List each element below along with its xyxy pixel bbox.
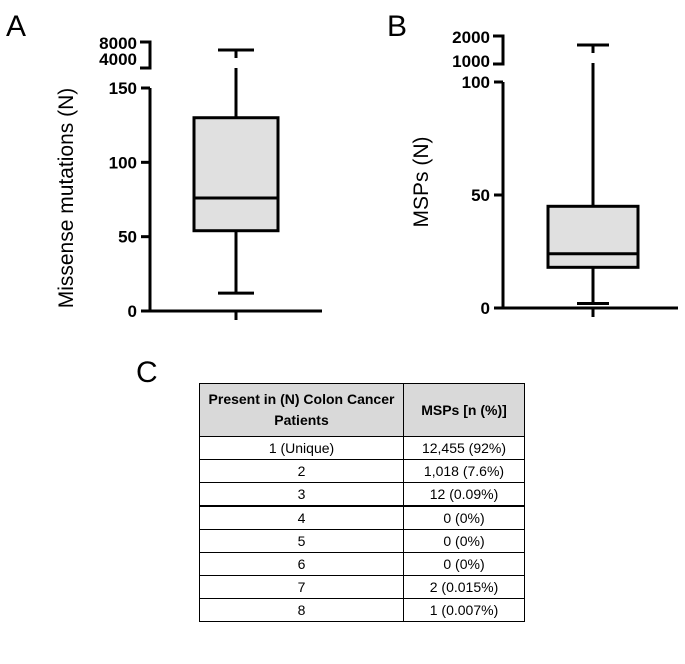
table-row: 6 0 (0%) [199,552,525,576]
table-cell-patients: 4 [199,505,404,530]
panel-b-box [546,43,640,305]
table-cell-patients: 7 [199,575,404,599]
panel-a-box [192,48,280,295]
table-cell-patients: 2 [199,459,404,483]
panel-b-y-tick-label: 0 [481,299,490,318]
table-row: 5 0 (0%) [199,529,525,553]
table-row: 8 1 (0.007%) [199,598,525,622]
table-cell-patients: 5 [199,529,404,553]
table-row: 3 12 (0.09%) [199,482,525,507]
panel-a-iqr-box [192,116,280,233]
panel-b-y-tick-label: 100 [462,73,490,92]
patients-msps-table: Present in (N) Colon Cancer Patients MSP… [199,383,525,622]
table-header-msps: MSPs [n (%)] [403,383,525,437]
table-header-row: Present in (N) Colon Cancer Patients MSP… [199,383,525,437]
table-cell-patients: 1 (Unique) [199,436,404,460]
panel-b-axes [493,34,678,317]
box-plot-figure: A Missense mutations (N) 0 50 100 150 800040… [6,10,678,321]
panel-a-letter: A [6,10,26,43]
panel-b: B MSPs (N) 0 50 100 2000 1000 [387,10,678,318]
table-row: 7 2 (0.015%) [199,575,525,599]
table-cell-msps: 2 (0.015%) [403,575,525,599]
panel-a-y-axis-label: Missense mutations (N) [55,88,78,309]
table-cell-patients: 8 [199,598,404,622]
table-cell-msps: 1 (0.007%) [403,598,525,622]
table-header-patients: Present in (N) Colon Cancer Patients [199,383,404,437]
panel-b-letter: B [387,10,407,43]
table-cell-msps: 0 (0%) [403,529,525,553]
panel-a-y-tick-label: 100 [109,153,137,172]
panel-a-axes [140,40,322,320]
table-cell-msps: 12 (0.09%) [403,482,525,507]
table-cell-msps: 0 (0%) [403,505,525,530]
panel-a-y-tick-label-upper: 8000 [99,34,137,53]
table-row: 1 (Unique) 12,455 (92%) [199,436,525,460]
table-cell-msps: 12,455 (92%) [403,436,525,460]
panel-a: A Missense mutations (N) 0 50 100 150 800040… [6,10,322,321]
panel-a-y-tick-label: 50 [118,228,137,247]
panel-a-y-tick-label: 0 [128,302,137,321]
table-cell-patients: 6 [199,552,404,576]
panel-a-y-axis-break [140,40,152,70]
panel-a-y-tick-label-upper: 4000 [99,50,137,69]
table-row: 4 0 (0%) [199,505,525,530]
panel-b-y-ticks: 0 50 100 2000 1000 [452,28,503,318]
table-cell-patients: 3 [199,482,404,507]
table-row: 2 1,018 (7.6%) [199,459,525,483]
panel-b-y-tick-label-upper: 1000 [452,52,490,71]
panel-b-iqr-box [546,204,640,269]
panel-a-y-tick-label: 150 [109,79,137,98]
panel-c-letter: C [136,356,158,389]
panel-b-y-axis-break [493,34,505,66]
table-cell-msps: 1,018 (7.6%) [403,459,525,483]
panel-b-y-tick-label-upper: 2000 [452,28,490,47]
table-cell-msps: 0 (0%) [403,552,525,576]
panel-b-y-tick-label: 50 [471,186,490,205]
panel-b-y-axis-label: MSPs (N) [410,137,433,228]
